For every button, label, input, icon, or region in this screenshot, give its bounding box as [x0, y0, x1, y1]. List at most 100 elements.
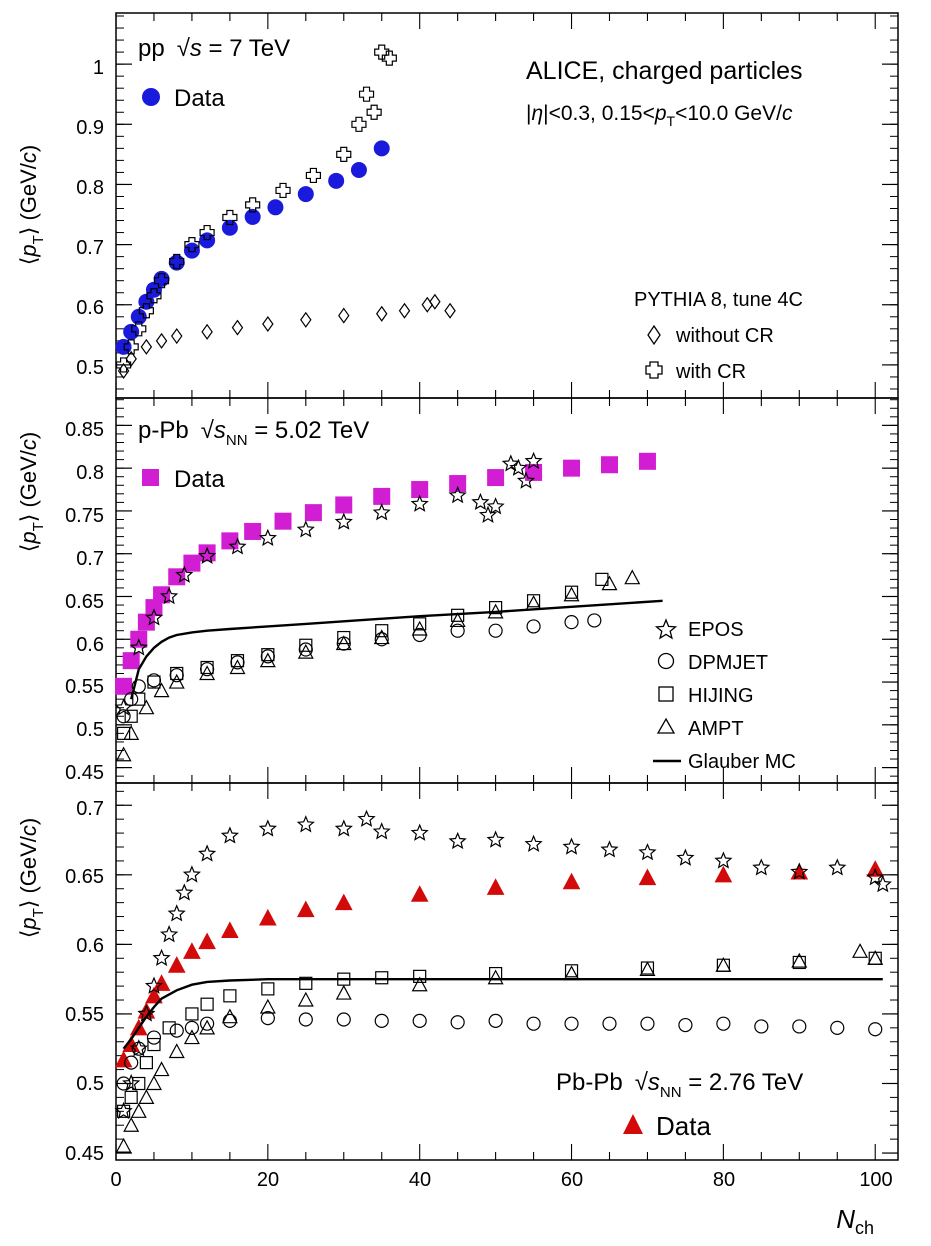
ampt-point [601, 575, 618, 591]
dpmjet-point [602, 1016, 617, 1031]
pbpb-energy-s: s [648, 1069, 660, 1096]
data-point [221, 219, 238, 236]
hijing-point [170, 666, 184, 681]
epos-point [182, 865, 201, 883]
with-cr-point [115, 357, 132, 373]
hijing-point [124, 1090, 138, 1104]
legend-star-marker [654, 618, 678, 640]
data-point [259, 908, 277, 926]
ppb-ytick: 0.8 [76, 462, 104, 484]
ampt-point [115, 746, 132, 762]
xtick: 60 [561, 1169, 583, 1191]
with-cr-point [199, 224, 215, 241]
hijing-point [147, 1037, 161, 1052]
ampt-point [791, 952, 808, 968]
epos-point [410, 823, 429, 841]
epos-point [524, 834, 543, 852]
hijing-point [299, 976, 313, 990]
kinematic-cuts: |η|<0.3, 0.15<pT<10.0 GeV/c [526, 102, 793, 129]
epos-point [600, 840, 619, 858]
legend-square-marker [658, 686, 674, 702]
hijing-point [375, 624, 389, 638]
data-point [296, 900, 315, 918]
hijing-point [185, 1007, 199, 1021]
data-point [244, 208, 261, 225]
hijing-point [261, 648, 275, 662]
ppb-ytick: 0.75 [65, 505, 104, 527]
dpmjet-point [184, 1020, 200, 1035]
epos-point [167, 904, 186, 922]
epos-point [478, 505, 498, 523]
ampt-point [183, 1029, 200, 1045]
with-cr-point [351, 116, 367, 132]
pbpb-data-legend-marker [623, 1114, 643, 1134]
epos-point [486, 497, 505, 515]
without-cr-point [155, 332, 168, 349]
pp-ytick: 0.9 [76, 117, 104, 139]
ampt-point [168, 1043, 185, 1059]
ampt-point [259, 652, 276, 668]
data-point [145, 986, 163, 1004]
cuts-c: c [782, 102, 793, 125]
xtick: 100 [859, 1169, 892, 1191]
with-cr-point [153, 273, 170, 289]
with-cr-point [245, 197, 261, 213]
dpmjet-point [678, 1017, 693, 1033]
ppb-energy-s: s [214, 417, 226, 444]
without-cr-point [201, 323, 213, 340]
ppb-ytick: 0.6 [76, 634, 104, 656]
hijing-point [116, 1104, 131, 1118]
epos-point [129, 638, 148, 656]
pbpb-axis-ticks [115, 783, 898, 1160]
dpmjet-point [792, 1019, 807, 1034]
legend-ampt: AMPT [688, 718, 744, 740]
data-point [153, 270, 170, 287]
data-point [138, 293, 155, 310]
dpmjet-point [222, 1013, 237, 1028]
data-point [274, 512, 292, 530]
dpmjet-point [564, 1016, 579, 1031]
epos-point [828, 858, 847, 876]
hijing-point [375, 971, 389, 985]
epos-point [198, 546, 217, 564]
pbpb-y-tick-labels: 0.45 0.5 0.55 0.6 0.65 0.7 [65, 798, 104, 1165]
with-cr-point [146, 288, 162, 304]
ppb-y-tick-labels: 0.45 0.5 0.55 0.6 0.65 0.7 0.75 0.8 0.85 [65, 419, 104, 784]
epos-point [258, 528, 277, 547]
data-point [130, 308, 147, 325]
without-cr-point [262, 315, 274, 333]
epos-point [524, 451, 543, 470]
ampt-point [199, 665, 216, 681]
hijing-point [200, 660, 214, 675]
ampt-point [563, 965, 580, 981]
cuts-mid: |<0.3, 0.15< [543, 102, 655, 125]
dpmjet-point [124, 692, 139, 707]
epos-point [357, 809, 376, 827]
ampt-point [525, 595, 542, 610]
dpmjet-point [450, 1015, 465, 1030]
data-point [304, 504, 322, 522]
pbpb-system: Pb-Pb [556, 1069, 623, 1096]
pp-ytick: 0.6 [76, 297, 104, 319]
ppb-ytick: 0.85 [65, 419, 104, 441]
dpmjet-point [754, 1019, 769, 1034]
pp-ytick: 1 [93, 57, 104, 79]
pp-y-tick-labels: 0.5 0.6 0.7 0.8 0.9 1 [76, 57, 104, 379]
ppb-data-legend-marker [142, 469, 159, 486]
with-cr-point [366, 104, 382, 120]
ppb-axis-ticks [115, 398, 898, 783]
cuts-bar: | [526, 102, 531, 125]
sqrt-sign: √ [177, 35, 191, 62]
ampt-point [852, 943, 869, 958]
legend-dpmjet: DPMJET [688, 652, 768, 674]
epos-point [873, 875, 892, 893]
data-point [221, 532, 239, 550]
dpmjet-point [488, 1013, 503, 1028]
ampt-point [639, 961, 656, 977]
dpmjet-point [260, 1011, 275, 1026]
hijing-point [792, 955, 806, 970]
with-cr-point [131, 321, 147, 337]
y-c: c [16, 825, 41, 836]
pbpb-data-legend-label: Data [656, 1111, 711, 1141]
hijing-point [200, 997, 214, 1011]
